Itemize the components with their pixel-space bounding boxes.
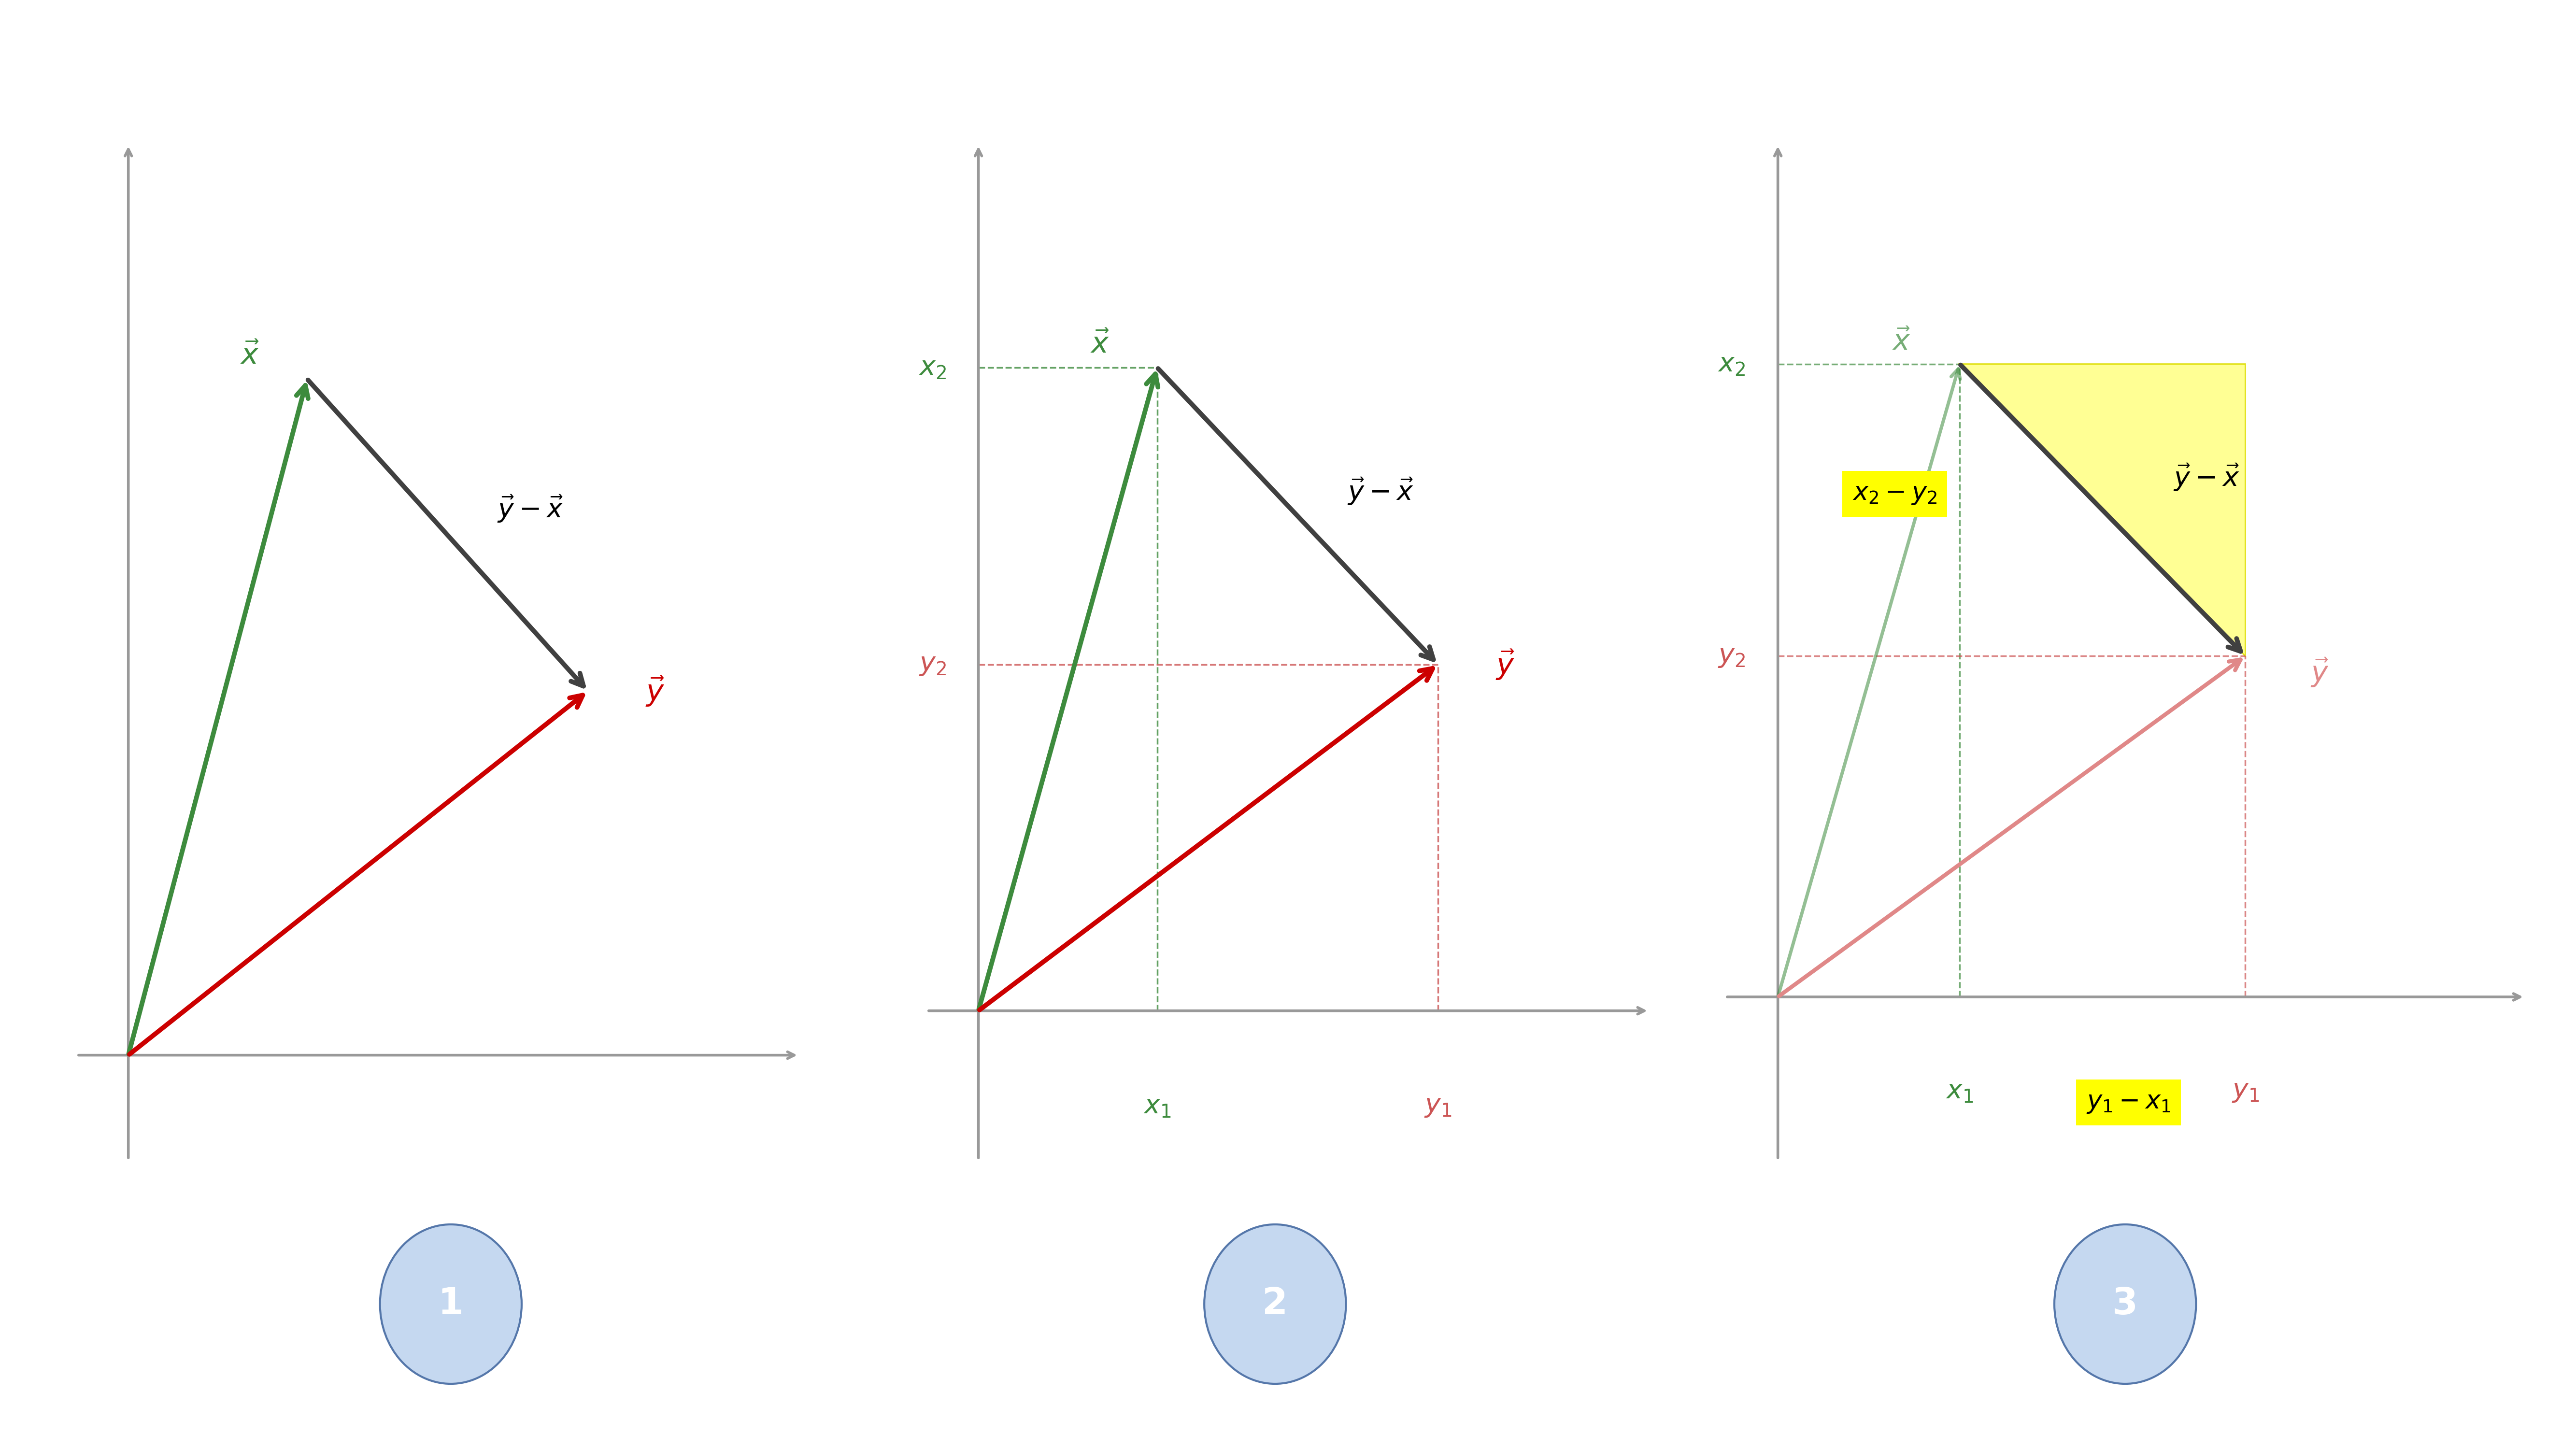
Text: $\vec{x}$: $\vec{x}$ <box>1891 329 1911 356</box>
Text: 1: 1 <box>438 1287 464 1321</box>
Text: $y_2$: $y_2$ <box>1718 643 1747 669</box>
Text: $\vec{y} - \vec{x}$: $\vec{y} - \vec{x}$ <box>497 494 564 525</box>
Text: $\vec{y}$: $\vec{y}$ <box>647 674 665 709</box>
Polygon shape <box>1960 364 2246 656</box>
Text: $y_1 - x_1$: $y_1 - x_1$ <box>2087 1090 2172 1114</box>
Text: $x_1$: $x_1$ <box>1945 1078 1973 1104</box>
Text: 3: 3 <box>2112 1287 2138 1321</box>
Text: $\vec{x}$: $\vec{x}$ <box>240 342 260 371</box>
Text: $y_1$: $y_1$ <box>1425 1093 1453 1119</box>
Text: $\vec{y} - \vec{x}$: $\vec{y} - \vec{x}$ <box>1347 475 1414 507</box>
Text: $x_2$: $x_2$ <box>920 355 945 380</box>
Text: $y_1$: $y_1$ <box>2231 1078 2259 1104</box>
Text: $x_1$: $x_1$ <box>1144 1093 1172 1119</box>
Text: $x_2$: $x_2$ <box>1718 351 1747 377</box>
Text: $\vec{x}$: $\vec{x}$ <box>1090 330 1110 359</box>
Text: $y_2$: $y_2$ <box>920 652 945 677</box>
Text: $\vec{y}$: $\vec{y}$ <box>1497 648 1515 681</box>
Text: $\vec{y}$: $\vec{y}$ <box>2311 656 2329 688</box>
Text: 2: 2 <box>1262 1287 1288 1321</box>
Text: $x_2 - y_2$: $x_2 - y_2$ <box>1852 481 1937 506</box>
Text: $\vec{y} - \vec{x}$: $\vec{y} - \vec{x}$ <box>2174 462 2239 493</box>
